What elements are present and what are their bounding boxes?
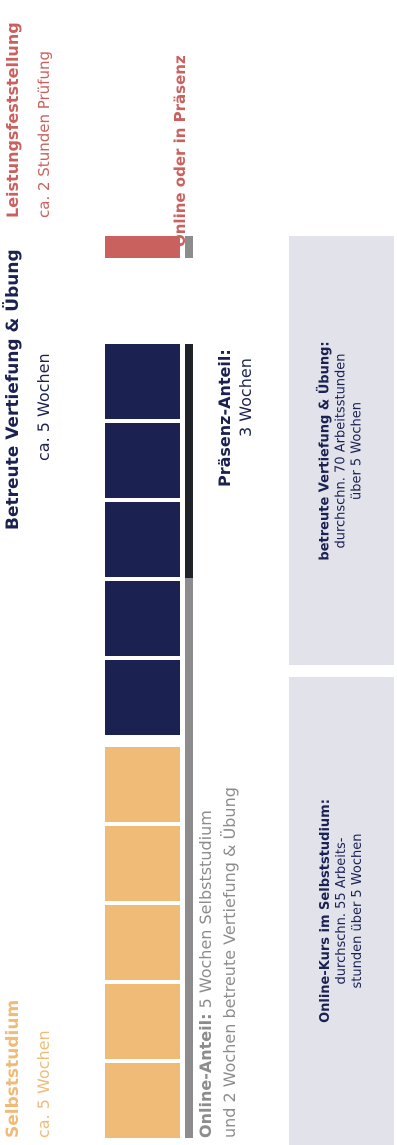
pruefung-mode: Online oder in Präsenz (170, 55, 190, 247)
week-block-vertiefung-2 (105, 581, 180, 656)
week-block-vertiefung-5 (105, 344, 180, 419)
pruefung-duration: ca. 2 Stunden Prüfung (34, 51, 54, 218)
online-course-box: Online-Kurs im Selbststudium: durchschn.… (289, 677, 394, 1145)
praesenz-share-label: Präsenz-Anteil: (215, 349, 235, 487)
online-box-line2: stunden über 5 Wochen (350, 799, 366, 1023)
week-block-vertiefung-1 (105, 660, 180, 735)
selbst-duration: ca. 5 Wochen (34, 1030, 54, 1138)
online-share-bar (185, 578, 193, 1138)
praesenz-share-text: 3 Wochen (236, 358, 256, 437)
online-share-text1: 5 Wochen Selbststudium (196, 810, 215, 1013)
vertiefung-box-line2: über 5 Wochen (350, 341, 366, 560)
week-block-vertiefung-4 (105, 423, 180, 498)
online-share-label: Online-Anteil: (196, 1014, 215, 1138)
selbst-title: Selbststudium (2, 1000, 24, 1138)
week-block-selbst-4 (105, 826, 180, 901)
week-block-selbst-3 (105, 905, 180, 980)
week-block-selbst-1 (105, 1063, 180, 1138)
week-block-vertiefung-3 (105, 502, 180, 577)
vertiefung-box-line1: durchschn. 70 Arbeitsstunden (334, 341, 350, 560)
online-box-line1: durchschn. 55 Arbeits- (334, 799, 350, 1023)
online-share-line2: und 2 Wochen betreute Vertiefung & Übung (220, 787, 240, 1138)
pruefung-title: Leistungsfeststellung (2, 22, 24, 218)
praesenz-share-bar (185, 344, 193, 578)
vertiefung-box-title: betreute Vertiefung & Übung: (318, 341, 334, 560)
vertiefung-box: betreute Vertiefung & Übung: durchschn. … (289, 236, 394, 665)
online-box-title: Online-Kurs im Selbststudium: (318, 799, 334, 1023)
vertiefung-title: Betreute Vertiefung & Übung (2, 249, 24, 530)
vertiefung-duration: ca. 5 Wochen (34, 353, 54, 461)
week-block-selbst-5 (105, 747, 180, 822)
online-share-line1: Online-Anteil: 5 Wochen Selbststudium (196, 810, 216, 1138)
exam-block (105, 236, 180, 258)
week-block-selbst-2 (105, 984, 180, 1059)
